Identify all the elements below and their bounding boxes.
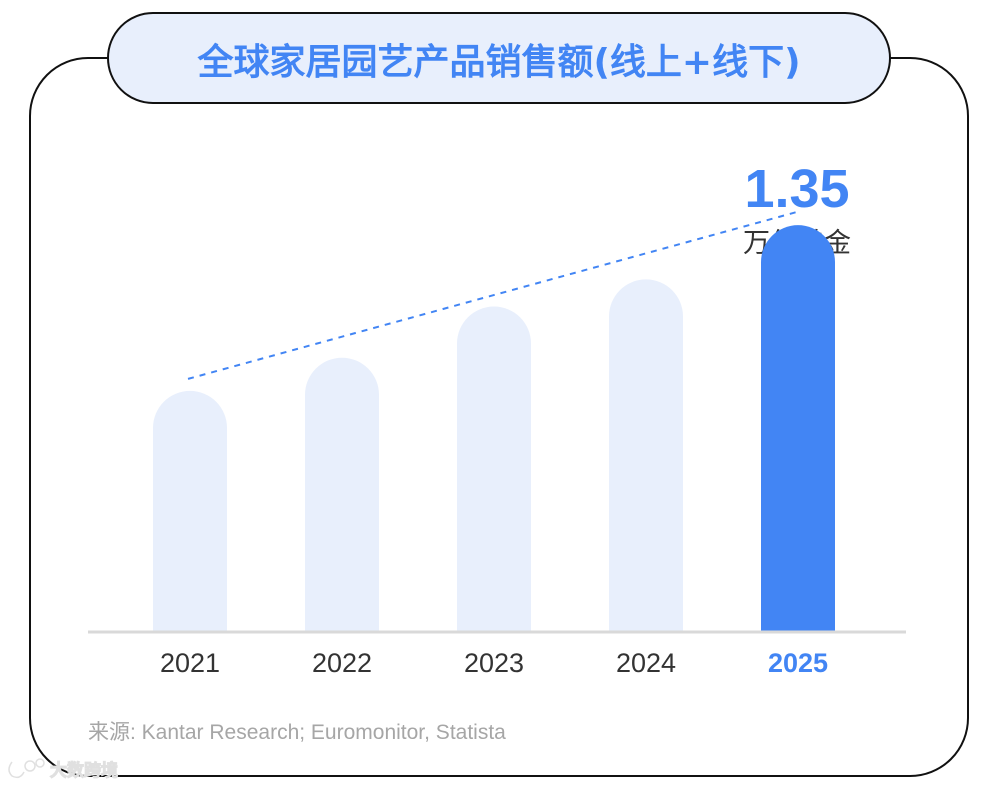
bars-layer <box>153 225 835 632</box>
x-tick-2021: 2021 <box>160 648 220 678</box>
source-note: 来源: Kantar Research; Euromonitor, Statis… <box>88 721 506 744</box>
x-tick-2023: 2023 <box>464 648 524 678</box>
bar-2022 <box>305 357 379 632</box>
x-tick-2024: 2024 <box>616 648 676 678</box>
title-pill <box>107 12 891 104</box>
x-axis-ticks: 2021 2022 2023 2024 2025 <box>160 648 828 678</box>
trend-line <box>187 210 801 380</box>
bar-2024 <box>609 279 683 632</box>
chart-title: 全球家居园艺产品销售额(线上+线下) <box>196 41 800 83</box>
watermark-text: 大数跨境 <box>50 760 118 781</box>
bar-2025 <box>761 225 835 632</box>
watermark-logo-icon <box>8 758 45 779</box>
bar-2021 <box>153 390 227 632</box>
callout-value: 1.35 <box>744 159 849 219</box>
watermark: 大数跨境 <box>8 758 119 782</box>
x-tick-2022: 2022 <box>312 648 372 678</box>
x-tick-2025: 2025 <box>768 648 828 678</box>
bar-2023 <box>457 306 531 632</box>
